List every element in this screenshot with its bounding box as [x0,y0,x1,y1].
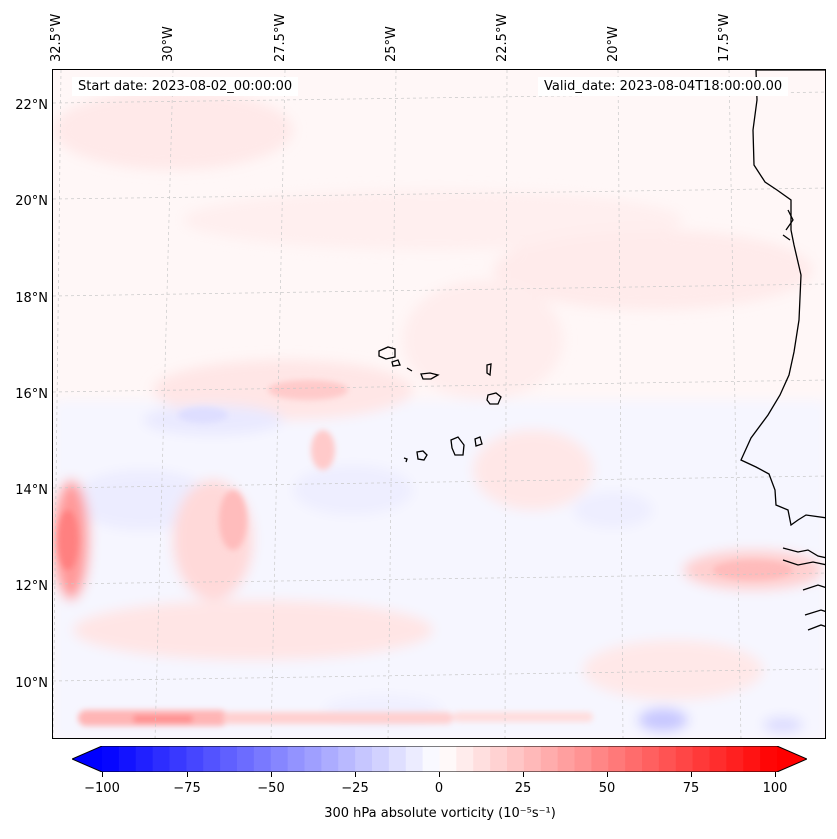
colorbar-tick-label: −25 [341,781,369,796]
colorbar-tickmark [102,772,103,777]
colorbar-tick-label: −75 [173,781,201,796]
colorbar-segment [760,746,778,772]
coastlines [378,70,825,631]
colorbar-segment [270,746,289,772]
colorbar-segment [709,746,727,772]
lon-label-20w: 20°W [606,26,621,62]
lat-label-10n: 10°N [15,676,48,691]
graticule [53,70,825,738]
colorbar-tickmark [523,772,524,777]
colorbar-tickmark [355,772,356,777]
lat-label-18n: 18°N [15,291,48,306]
colorbar-segment [102,746,120,772]
colorbar-segment [152,746,170,772]
colorbar-segment [355,746,373,772]
colorbar-segment [557,746,575,772]
colorbar-tick-label: 75 [682,781,700,796]
colorbar-tickmark [607,772,608,777]
colorbar-segment [658,746,677,772]
lon-label-17-5w: 17.5°W [717,13,732,62]
colorbar-extend-min [72,746,102,772]
colorbar-tickmark [439,772,440,777]
colorbar-tick-label: 50 [598,781,616,796]
colorbar-tickmark [187,772,188,777]
colorbar-segment [203,746,221,772]
valid-date-label: Valid_date: 2023-08-04T18:00:00.00 [538,77,789,96]
colorbar-segment [625,746,643,772]
colorbar-segment [439,746,457,772]
colorbar-segment [287,746,305,772]
lat-label-16n: 16°N [15,387,48,402]
colorbar-segment [591,746,609,772]
colorbar-tickmark [775,772,776,777]
start-date-label: Start date: 2023-08-02_00:00:00 [72,77,299,96]
colorbar-segment [388,746,407,772]
lon-label-25w: 25°W [384,26,399,62]
colorbar-tick-label: −100 [84,781,120,796]
colorbar-segment [608,746,626,772]
colorbar-segment [456,746,474,772]
colorbar-segment [338,746,356,772]
colorbar-segment [169,746,187,772]
lon-label-30w: 30°W [161,26,176,62]
colorbar-segment [523,746,542,772]
lat-label-14n: 14°N [15,483,48,498]
colorbar-segment [237,746,255,772]
colorbar-segment [220,746,238,772]
colorbar-segment [692,746,710,772]
vorticity-shading [53,90,825,738]
lon-label-27-5w: 27.5°W [273,13,288,62]
vorticity-field [53,70,825,738]
colorbar-tickmark [271,772,272,777]
colorbar-segment [321,746,339,772]
lon-label-32-5w: 32.5°W [49,13,64,62]
colorbar-tickmark [691,772,692,777]
colorbar-segment [253,746,272,772]
colorbar-segment [642,746,660,772]
colorbar-title: 300 hPa absolute vorticity (10⁻⁵s⁻¹) [324,806,556,821]
colorbar-segment [186,746,204,772]
colorbar-tick-label: 100 [762,781,788,796]
colorbar-segment [675,746,694,772]
lat-label-22n: 22°N [15,98,48,113]
map-panel[interactable] [52,69,826,739]
colorbar-segment [490,746,508,772]
colorbar-tick-label: 25 [514,781,532,796]
vorticity-bands [58,380,793,726]
colorbar-tick-label: 0 [434,781,444,796]
lat-label-12n: 12°N [15,579,48,594]
colorbar-segment [372,746,390,772]
colorbar [72,746,807,772]
colorbar-segment [405,746,424,772]
colorbar-segment [743,746,761,772]
colorbar-tick-label: −50 [257,781,285,796]
colorbar-segment [118,746,137,772]
colorbar-segment [473,746,491,772]
colorbar-segment [304,746,322,772]
colorbar-segment [507,746,525,772]
colorbar-extend-max [777,746,807,772]
colorbar-segment [574,746,592,772]
lon-label-22-5w: 22.5°W [495,13,510,62]
lat-label-20n: 20°N [15,194,48,209]
colorbar-segment [726,746,744,772]
colorbar-segment [540,746,559,772]
colorbar-segment [135,746,154,772]
colorbar-segment [422,746,440,772]
